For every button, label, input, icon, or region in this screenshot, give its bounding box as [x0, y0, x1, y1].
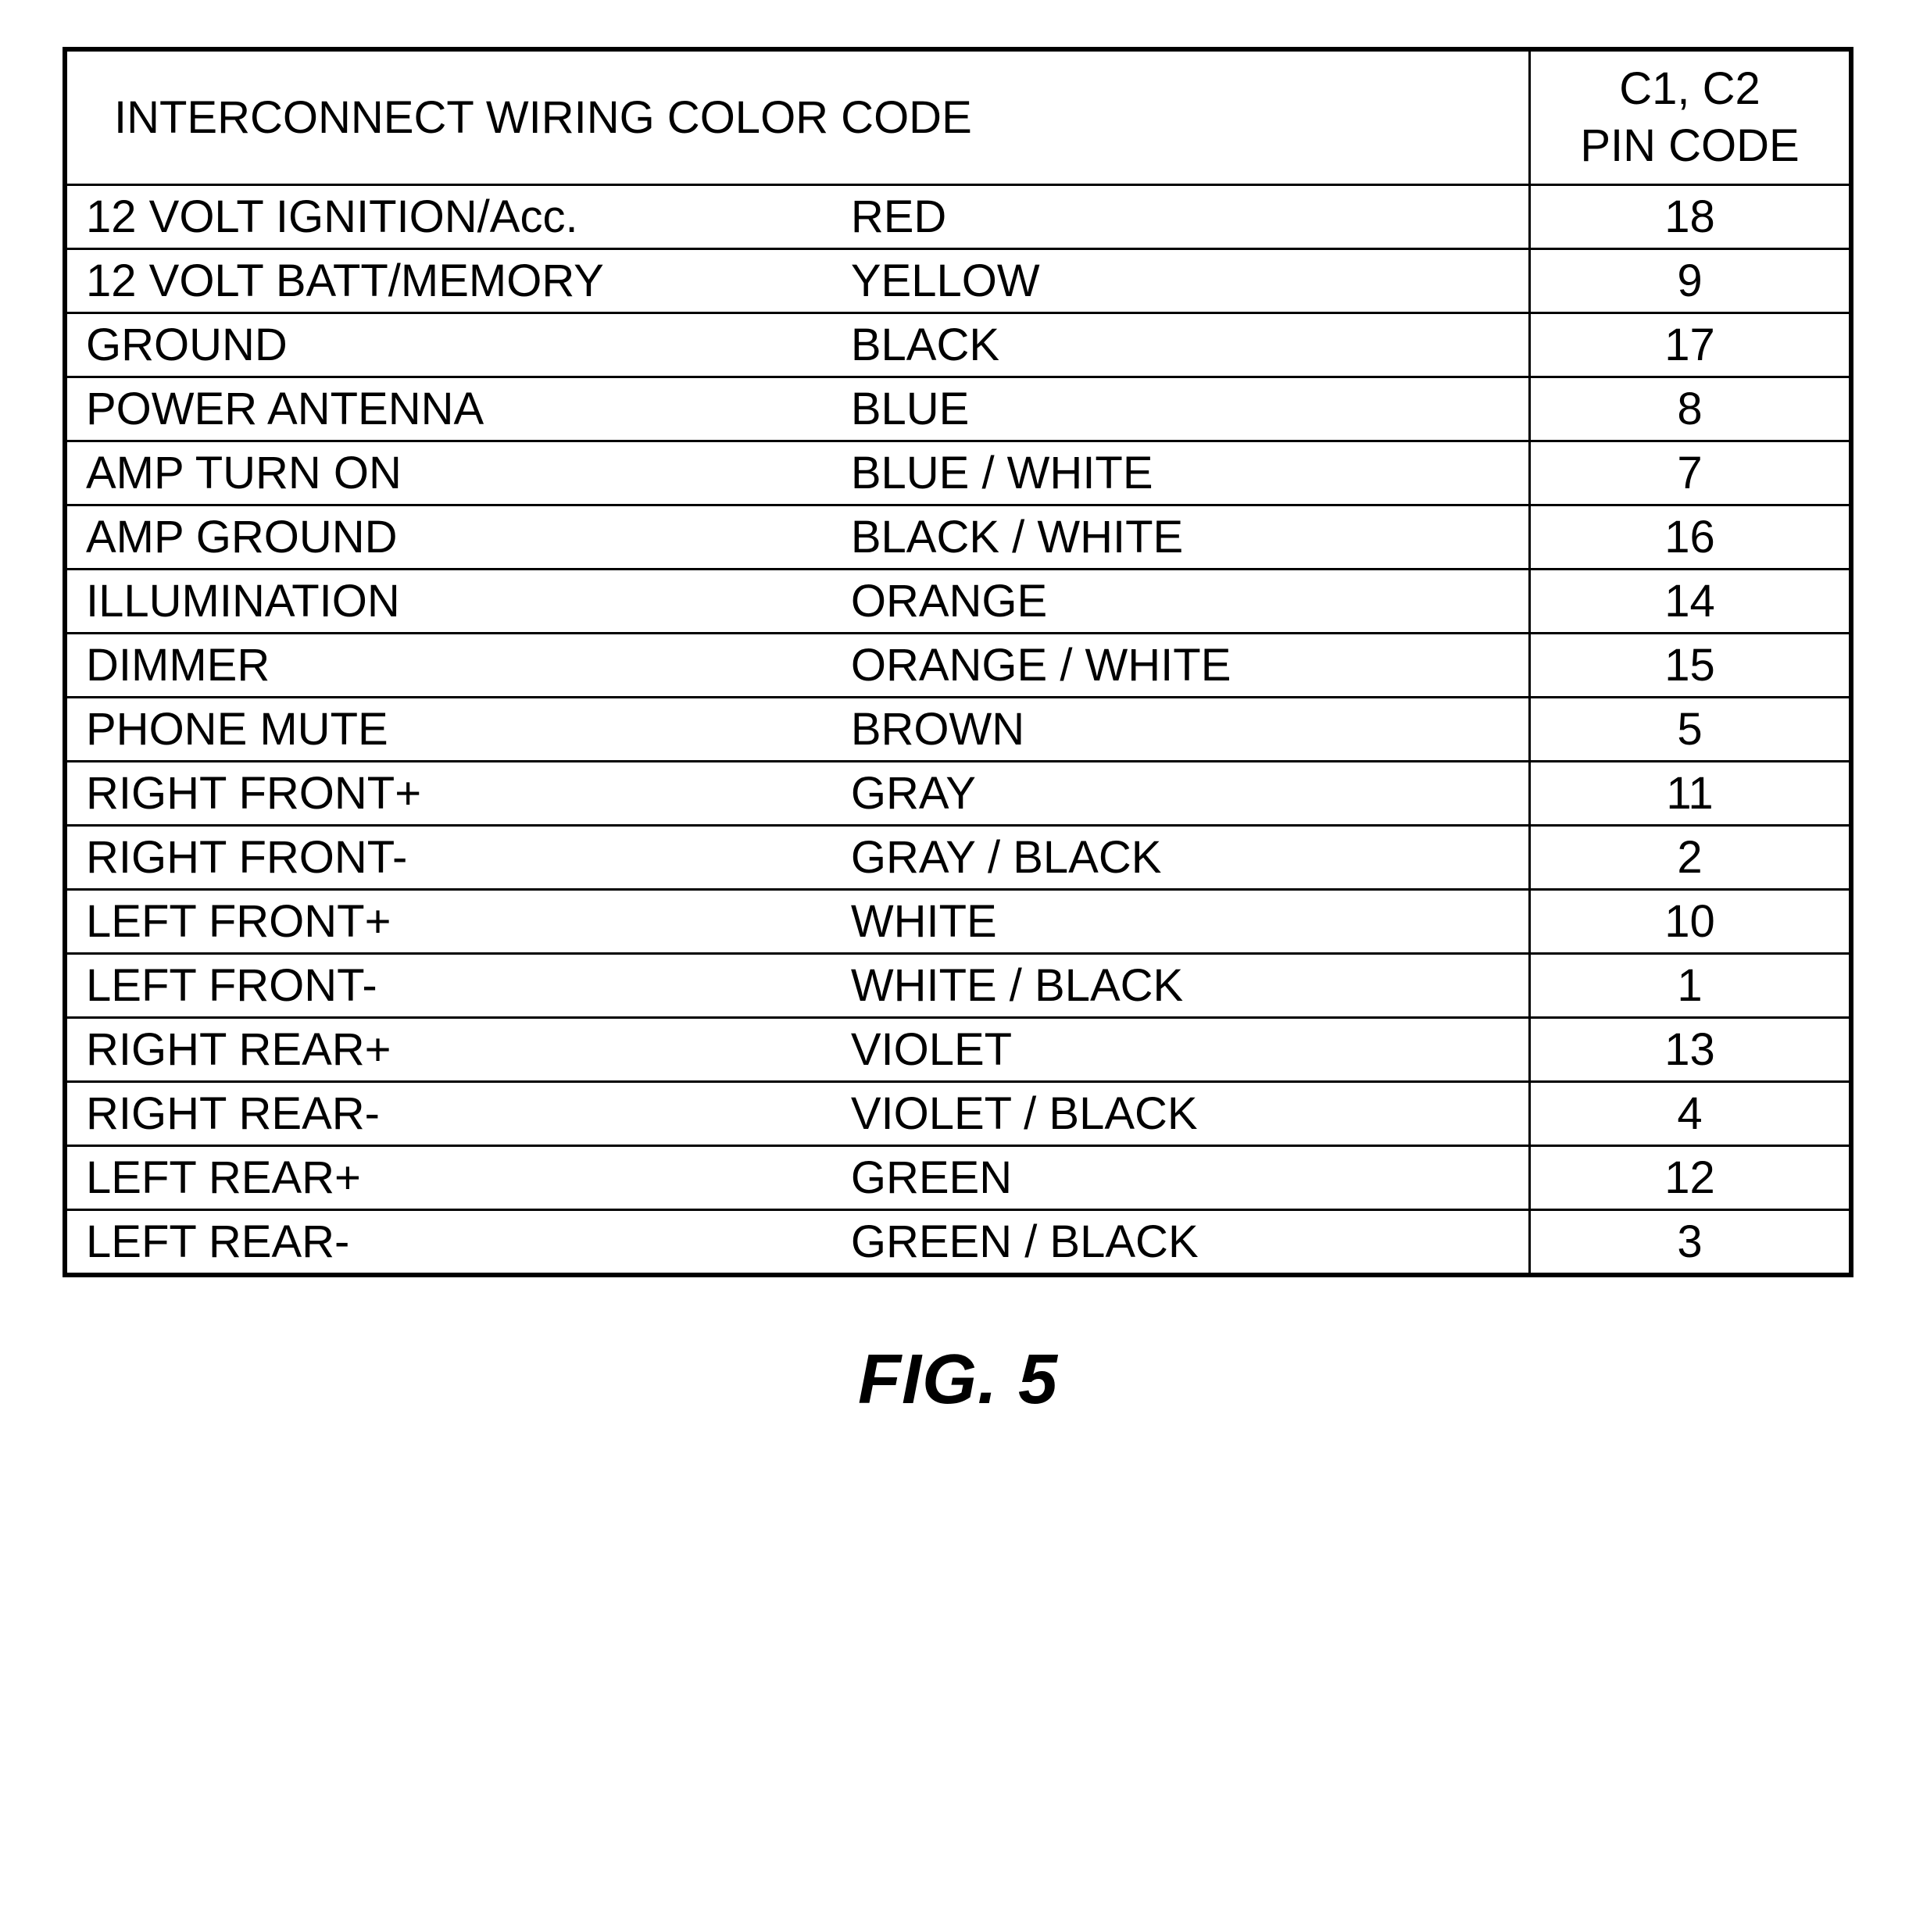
table-row: LEFT FRONT+WHITE10 [65, 890, 1851, 954]
cell-color: BLACK [851, 313, 1530, 377]
cell-color: GRAY [851, 762, 1530, 826]
header-interconnect: INTERCONNECT WIRING COLOR CODE [65, 49, 1530, 185]
cell-signal: ILLUMINATION [65, 570, 851, 634]
cell-color: BLACK / WHITE [851, 505, 1530, 570]
cell-pin: 11 [1530, 762, 1852, 826]
table-row: LEFT FRONT-WHITE / BLACK1 [65, 954, 1851, 1018]
cell-pin: 13 [1530, 1018, 1852, 1082]
cell-color: RED [851, 185, 1530, 249]
table-row: DIMMERORANGE / WHITE15 [65, 634, 1851, 698]
cell-signal: RIGHT FRONT- [65, 826, 851, 890]
cell-color: BLUE [851, 377, 1530, 441]
cell-signal: 12 VOLT BATT/MEMORY [65, 249, 851, 313]
cell-pin: 15 [1530, 634, 1852, 698]
cell-signal: 12 VOLT IGNITION/Acc. [65, 185, 851, 249]
table-row: POWER ANTENNABLUE8 [65, 377, 1851, 441]
table-row: RIGHT FRONT+GRAY11 [65, 762, 1851, 826]
cell-signal: AMP GROUND [65, 505, 851, 570]
table-row: AMP TURN ONBLUE / WHITE7 [65, 441, 1851, 505]
cell-color: WHITE / BLACK [851, 954, 1530, 1018]
cell-pin: 4 [1530, 1082, 1852, 1146]
cell-signal: RIGHT REAR+ [65, 1018, 851, 1082]
header-pin-code-line2: PIN CODE [1580, 120, 1799, 171]
cell-signal: RIGHT REAR- [65, 1082, 851, 1146]
cell-signal: LEFT FRONT- [65, 954, 851, 1018]
cell-pin: 18 [1530, 185, 1852, 249]
table-row: LEFT REAR-GREEN / BLACK3 [65, 1210, 1851, 1276]
cell-signal: PHONE MUTE [65, 698, 851, 762]
figure-caption: FIG. 5 [858, 1340, 1058, 1420]
cell-pin: 16 [1530, 505, 1852, 570]
table-row: AMP GROUNDBLACK / WHITE16 [65, 505, 1851, 570]
cell-pin: 12 [1530, 1146, 1852, 1210]
cell-color: YELLOW [851, 249, 1530, 313]
table-row: RIGHT FRONT-GRAY / BLACK2 [65, 826, 1851, 890]
cell-pin: 3 [1530, 1210, 1852, 1276]
cell-pin: 9 [1530, 249, 1852, 313]
cell-pin: 8 [1530, 377, 1852, 441]
wiring-table-container: INTERCONNECT WIRING COLOR CODE C1, C2 PI… [63, 47, 1853, 1277]
cell-color: GREEN / BLACK [851, 1210, 1530, 1276]
cell-color: BROWN [851, 698, 1530, 762]
cell-signal: AMP TURN ON [65, 441, 851, 505]
cell-color: WHITE [851, 890, 1530, 954]
cell-signal: DIMMER [65, 634, 851, 698]
cell-pin: 10 [1530, 890, 1852, 954]
cell-signal: LEFT REAR+ [65, 1146, 851, 1210]
cell-signal: RIGHT FRONT+ [65, 762, 851, 826]
table-row: GROUNDBLACK17 [65, 313, 1851, 377]
cell-signal: LEFT FRONT+ [65, 890, 851, 954]
table-header-row: INTERCONNECT WIRING COLOR CODE C1, C2 PI… [65, 49, 1851, 185]
cell-pin: 14 [1530, 570, 1852, 634]
cell-pin: 7 [1530, 441, 1852, 505]
header-pin-code: C1, C2 PIN CODE [1530, 49, 1852, 185]
table-row: PHONE MUTEBROWN5 [65, 698, 1851, 762]
table-body: 12 VOLT IGNITION/Acc.RED1812 VOLT BATT/M… [65, 185, 1851, 1276]
cell-color: ORANGE [851, 570, 1530, 634]
cell-color: BLUE / WHITE [851, 441, 1530, 505]
cell-signal: LEFT REAR- [65, 1210, 851, 1276]
table-row: RIGHT REAR+VIOLET13 [65, 1018, 1851, 1082]
cell-pin: 2 [1530, 826, 1852, 890]
table-row: ILLUMINATIONORANGE14 [65, 570, 1851, 634]
cell-color: GRAY / BLACK [851, 826, 1530, 890]
cell-color: ORANGE / WHITE [851, 634, 1530, 698]
cell-color: GREEN [851, 1146, 1530, 1210]
table-row: LEFT REAR+GREEN12 [65, 1146, 1851, 1210]
cell-color: VIOLET / BLACK [851, 1082, 1530, 1146]
table-row: RIGHT REAR-VIOLET / BLACK4 [65, 1082, 1851, 1146]
header-pin-code-line1: C1, C2 [1619, 63, 1761, 114]
cell-signal: POWER ANTENNA [65, 377, 851, 441]
table-row: 12 VOLT BATT/MEMORYYELLOW9 [65, 249, 1851, 313]
table-row: 12 VOLT IGNITION/Acc.RED18 [65, 185, 1851, 249]
cell-pin: 5 [1530, 698, 1852, 762]
wiring-color-code-table: INTERCONNECT WIRING COLOR CODE C1, C2 PI… [63, 47, 1853, 1277]
cell-pin: 1 [1530, 954, 1852, 1018]
cell-color: VIOLET [851, 1018, 1530, 1082]
cell-pin: 17 [1530, 313, 1852, 377]
cell-signal: GROUND [65, 313, 851, 377]
